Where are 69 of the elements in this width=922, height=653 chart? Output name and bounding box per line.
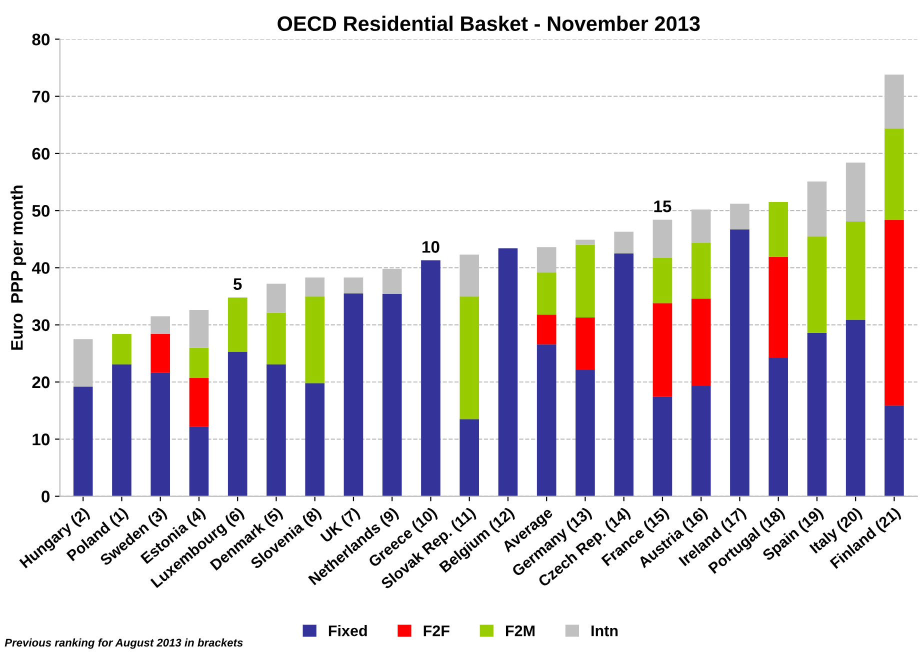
bar [652, 220, 672, 258]
bar [421, 260, 440, 496]
bar [189, 348, 209, 378]
legend-label: F2F [424, 625, 450, 636]
bar [536, 314, 556, 344]
bar [691, 242, 711, 299]
bar [884, 128, 904, 220]
bar [614, 232, 634, 254]
bar [150, 372, 170, 496]
bar [536, 272, 556, 315]
text: Previous ranking for August 2013 in brackets [4, 638, 243, 649]
chart-title: OECD Residential Basket - November 2013 [278, 16, 700, 32]
bar [305, 383, 325, 496]
bar [576, 370, 595, 496]
bar [807, 332, 827, 496]
bar [576, 317, 595, 370]
y-axis-title: Euro PPP per month [10, 186, 26, 350]
bar [730, 229, 750, 496]
legend-label: Intn [592, 626, 618, 636]
bar [652, 258, 672, 304]
bar [382, 294, 402, 496]
bar [344, 277, 364, 294]
annotation: 10 [422, 241, 440, 253]
bar [614, 253, 634, 496]
bar [460, 419, 480, 496]
bar [73, 386, 93, 496]
bar [266, 284, 286, 313]
legend-label: F2M [506, 625, 535, 636]
y-tick-label: 60 [32, 148, 50, 160]
bar [652, 396, 672, 496]
y-tick-label: 70 [32, 90, 50, 103]
y-tick-label: 30 [32, 319, 50, 332]
y-tick-label: 10 [32, 434, 50, 446]
bar [652, 303, 672, 397]
bar [884, 405, 904, 496]
bar [460, 296, 480, 420]
bar [305, 277, 325, 296]
bar [498, 248, 518, 496]
bar [344, 293, 364, 496]
y-tick-label: 80 [32, 34, 50, 46]
bar [691, 386, 711, 496]
bar [536, 344, 556, 496]
bar [189, 378, 209, 427]
annotation: 15 [654, 200, 672, 212]
y-tick-label: 20 [32, 376, 50, 388]
bar [112, 364, 132, 496]
bar [768, 358, 788, 496]
bar [768, 256, 788, 358]
bar [228, 352, 248, 496]
bar [576, 244, 595, 318]
bar [884, 220, 904, 406]
bar [846, 221, 866, 320]
y-tick-label: 50 [32, 204, 50, 217]
bar [150, 334, 170, 373]
annotation: 5 [233, 278, 242, 290]
bar [691, 298, 711, 386]
bar [112, 334, 132, 364]
bar [768, 202, 788, 257]
bar [266, 312, 286, 364]
bar [305, 296, 325, 384]
legend-label: Fixed [328, 625, 367, 636]
bar [189, 426, 209, 496]
bar [807, 236, 827, 333]
bar [228, 297, 248, 352]
y-tick-label: 40 [32, 262, 50, 274]
bar [266, 364, 286, 496]
bar [846, 320, 866, 496]
bar [576, 240, 595, 245]
y-tick-label: 0 [42, 490, 50, 502]
